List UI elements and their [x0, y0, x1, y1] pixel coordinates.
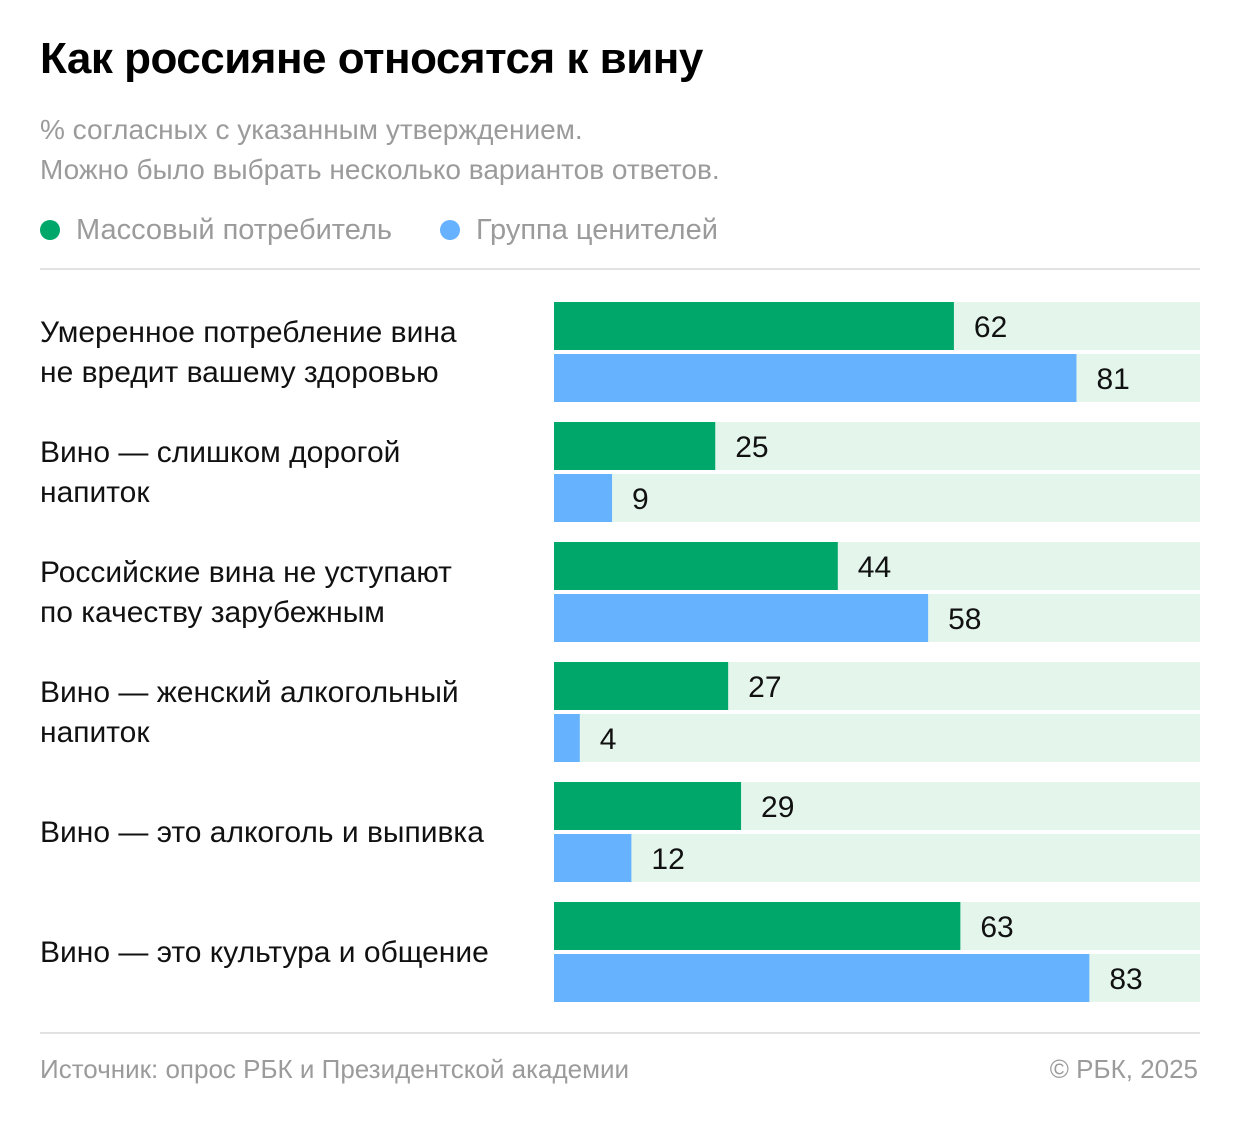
bar-connoisseurs [554, 474, 613, 522]
value-label-mass: 27 [748, 671, 781, 704]
legend-label-connoisseurs: Группа ценителей [475, 213, 718, 246]
source-note: Источник: опрос РБК и Президентской акад… [40, 1054, 630, 1084]
subtitle-line: Можно было выбрать несколько вариантов о… [40, 154, 720, 185]
value-label-connoisseurs: 58 [948, 603, 981, 636]
bar-mass [554, 902, 961, 950]
legend-dot-mass [40, 220, 60, 240]
category-label: напиток [40, 476, 150, 509]
copyright: © РБК, 2025 [1049, 1054, 1198, 1084]
value-label-connoisseurs: 9 [632, 483, 649, 516]
value-label-mass: 25 [735, 431, 768, 464]
legend-label-mass: Массовый потребитель [76, 213, 392, 246]
bar-mass [554, 782, 742, 830]
legend: Массовый потребитель Группа ценителей [40, 210, 766, 250]
bottom-divider [40, 1032, 1200, 1034]
category-group: Вино — женский алкогольный напиток 27 4 [40, 662, 1200, 762]
category-label: не вредит вашему здоровью [40, 356, 439, 389]
bar-connoisseurs [554, 834, 632, 882]
category-label: Вино — слишком дорогой [40, 436, 400, 469]
category-label: Российские вина не уступают [40, 556, 452, 589]
legend-dot-connoisseurs [439, 220, 460, 240]
bar-track [554, 474, 1200, 522]
subtitle-line: % согласных с указанным утверждением. [40, 114, 583, 145]
category-label: Вино — это алкоголь и выпивка [40, 816, 484, 849]
bar-connoisseurs [554, 714, 580, 762]
category-label: Вино — это культура и общение [40, 936, 489, 969]
bar-connoisseurs [554, 954, 1090, 1002]
category-label: Вино — женский алкогольный [40, 676, 459, 709]
bar-mass [554, 662, 729, 710]
value-label-mass: 63 [980, 911, 1013, 944]
bar-connoisseurs [554, 354, 1077, 402]
value-label-connoisseurs: 4 [600, 723, 617, 756]
bar-connoisseurs [554, 594, 929, 642]
bar-track [554, 834, 1200, 882]
value-label-connoisseurs: 81 [1096, 363, 1129, 396]
bar-track [554, 714, 1200, 762]
category-label: напиток [40, 716, 150, 749]
category-group: Российские вина не уступают по качеству з… [40, 542, 1200, 642]
category-label: по качеству зарубежным [40, 596, 385, 629]
category-group: Вино — это алкоголь и выпивка 29 12 [40, 782, 1200, 882]
legend-item-mass: Массовый потребитель [40, 214, 392, 247]
value-label-connoisseurs: 83 [1109, 963, 1142, 996]
value-label-mass: 44 [858, 551, 891, 584]
top-divider [40, 268, 1200, 270]
legend-item-connoisseurs: Группа ценителей [439, 213, 718, 247]
chart-title: Как россияне относятся к вину [40, 34, 703, 83]
value-label-mass: 62 [974, 311, 1007, 344]
category-label: Умеренное потребление вина [40, 316, 457, 349]
value-label-mass: 29 [761, 791, 794, 824]
bar-mass [554, 542, 838, 590]
category-group: Умеренное потребление вина не вредит ваше… [40, 302, 1200, 402]
category-group: Вино — это культура и общение 63 83 [40, 902, 1200, 1002]
category-group: Вино — слишком дорогой напиток 25 9 [40, 422, 1200, 522]
value-label-connoisseurs: 12 [651, 843, 684, 876]
chart-subtitle: % согласных с указанным утверждением. Мо… [40, 110, 720, 190]
bar-mass [554, 302, 954, 350]
bar-mass [554, 422, 716, 470]
